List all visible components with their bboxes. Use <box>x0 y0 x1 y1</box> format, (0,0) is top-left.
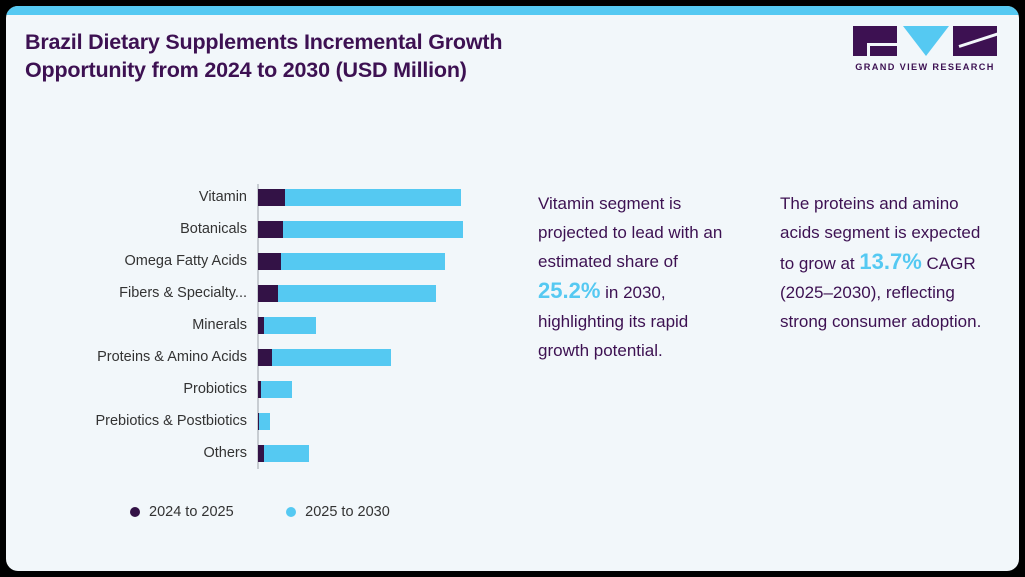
callout-text-before: Vitamin segment is projected to lead wit… <box>538 194 723 271</box>
chart-row-others: Others <box>6 445 506 462</box>
logo-v-triangle-icon <box>903 26 949 56</box>
callout-proteins-cagr: The proteins and amino acids segment is … <box>780 189 995 336</box>
bar-segment-2024-2025 <box>258 381 261 398</box>
page-title-line1: Brazil Dietary Supplements Incremental G… <box>25 30 503 54</box>
legend-item-2025-2030: 2025 to 2030 <box>286 504 390 520</box>
bar-label: Fibers & Specialty... <box>119 285 247 301</box>
bar-label: Prebiotics & Postbiotics <box>95 413 247 429</box>
chart-row-probiotics: Probiotics <box>6 381 506 398</box>
stacked-bar-chart: Vitamin Botanicals Omega Fatty Acids Fib… <box>6 176 506 476</box>
legend-label: 2024 to 2025 <box>149 504 234 520</box>
legend-item-2024-2025: 2024 to 2025 <box>130 504 234 520</box>
bar-segment-2025-2030 <box>278 285 436 302</box>
bar-segment-2024-2025 <box>258 349 272 366</box>
bar-segment-2024-2025 <box>258 221 283 238</box>
bar-track <box>258 317 316 334</box>
bar-segment-2025-2030 <box>261 381 292 398</box>
bar-track <box>258 381 292 398</box>
chart-row-minerals: Minerals <box>6 317 506 334</box>
bar-label: Vitamin <box>198 189 247 205</box>
legend-label: 2025 to 2030 <box>305 504 390 520</box>
bar-segment-2025-2030 <box>272 349 391 366</box>
page-title-line2: Opportunity from 2024 to 2030 (USD Milli… <box>25 58 467 82</box>
top-accent-bar <box>6 6 1019 15</box>
chart-legend: 2024 to 2025 2025 to 2030 <box>130 504 438 524</box>
bar-label: Proteins & Amino Acids <box>97 349 247 365</box>
bar-track <box>258 189 461 206</box>
bar-segment-2025-2030 <box>264 317 316 334</box>
chart-row-vitamin: Vitamin <box>6 189 506 206</box>
bar-track <box>258 285 436 302</box>
bar-label: Others <box>203 445 247 461</box>
bar-track <box>258 413 270 430</box>
bar-segment-2025-2030 <box>259 413 270 430</box>
bar-segment-2025-2030 <box>283 221 463 238</box>
legend-dot-icon <box>130 507 140 517</box>
chart-axis-line <box>257 184 259 469</box>
logo-g-icon <box>853 26 897 56</box>
callout-text-before: The proteins and amino acids segment is … <box>780 194 981 273</box>
logo-wordmark: GRAND VIEW RESEARCH <box>855 62 995 72</box>
bar-segment-2024-2025 <box>258 253 281 270</box>
bar-track <box>258 221 463 238</box>
legend-dot-icon <box>286 507 297 517</box>
logo-marks <box>851 26 999 58</box>
logo-r-icon <box>953 26 997 56</box>
chart-row-prebiotics-postbiotics: Prebiotics & Postbiotics <box>6 413 506 430</box>
infographic-card: Brazil Dietary Supplements Incremental G… <box>6 6 1019 571</box>
bar-track <box>258 445 309 462</box>
bar-segment-2025-2030 <box>281 253 445 270</box>
chart-row-proteins-amino-acids: Proteins & Amino Acids <box>6 349 506 366</box>
bar-segment-2025-2030 <box>264 445 309 462</box>
bar-label: Omega Fatty Acids <box>124 253 248 269</box>
callout-text-after: CAGR (2025–2030), reflecting strong cons… <box>780 254 982 331</box>
chart-row-fibers-specialty: Fibers & Specialty... <box>6 285 506 302</box>
callout-highlight-value: 25.2% <box>538 278 601 303</box>
bar-track <box>258 349 391 366</box>
bar-segment-2024-2025 <box>258 285 278 302</box>
callout-text-after: in 2030, highlighting its rapid growth p… <box>538 283 689 360</box>
chart-row-botanicals: Botanicals <box>6 221 506 238</box>
bar-track <box>258 253 445 270</box>
bar-segment-2024-2025 <box>258 189 285 206</box>
bar-label: Minerals <box>192 317 247 333</box>
bar-segment-2024-2025 <box>258 317 264 334</box>
callout-vitamin-share: Vitamin segment is projected to lead wit… <box>538 189 738 365</box>
callout-highlight-value: 13.7% <box>859 249 922 274</box>
bar-segment-2025-2030 <box>285 189 461 206</box>
page-title: Brazil Dietary Supplements Incremental G… <box>25 28 725 84</box>
chart-row-omega-fatty-acids: Omega Fatty Acids <box>6 253 506 270</box>
bar-label: Probiotics <box>183 381 247 397</box>
bar-segment-2024-2025 <box>258 445 264 462</box>
bar-segment-2024-2025 <box>258 413 259 430</box>
brand-logo: GRAND VIEW RESEARCH <box>851 26 999 78</box>
bar-label: Botanicals <box>180 221 247 237</box>
